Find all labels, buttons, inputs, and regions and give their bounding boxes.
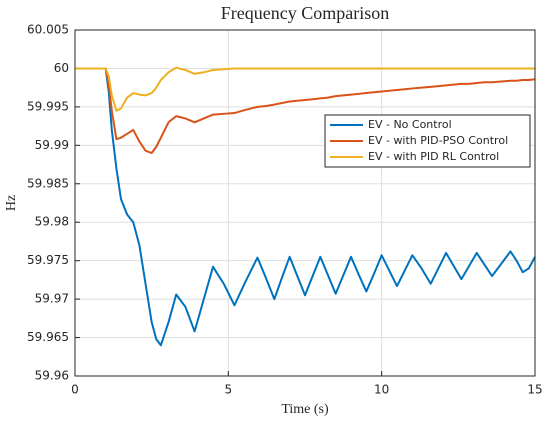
- plot-frame: [74, 29, 536, 377]
- x-tick-label: 15: [527, 383, 542, 397]
- series-line: [75, 67, 536, 347]
- legend-label: EV - with PID-PSO Control: [368, 134, 508, 147]
- y-tick-label: 60: [54, 61, 69, 75]
- y-tick-label: 59.97: [35, 292, 69, 306]
- x-tick-label: 10: [374, 383, 389, 397]
- y-tick-label: 59.98: [35, 215, 69, 229]
- y-tick-label: 59.975: [27, 253, 69, 267]
- x-tick-label: 0: [71, 383, 79, 397]
- legend: EV - No Control EV - with PID-PSO Control…: [324, 114, 531, 168]
- y-tick-label: 59.995: [27, 99, 69, 113]
- y-tick-label: 59.96: [35, 369, 69, 383]
- x-tick-label: 5: [225, 383, 233, 397]
- series-line: [75, 67, 536, 155]
- y-tick-label: 59.99: [35, 138, 69, 152]
- legend-label: EV - No Control: [368, 118, 452, 131]
- y-tick-label: 59.985: [27, 176, 69, 190]
- series-line: [75, 66, 535, 112]
- chart-title: Frequency Comparison: [221, 3, 389, 23]
- y-tick-label: 59.965: [27, 330, 69, 344]
- y-tick-label: 60.005: [27, 23, 69, 37]
- y-axis-label: Hz: [4, 195, 19, 211]
- x-axis-label: Time (s): [281, 402, 329, 417]
- legend-label: EV - with PID RL Control: [368, 150, 499, 163]
